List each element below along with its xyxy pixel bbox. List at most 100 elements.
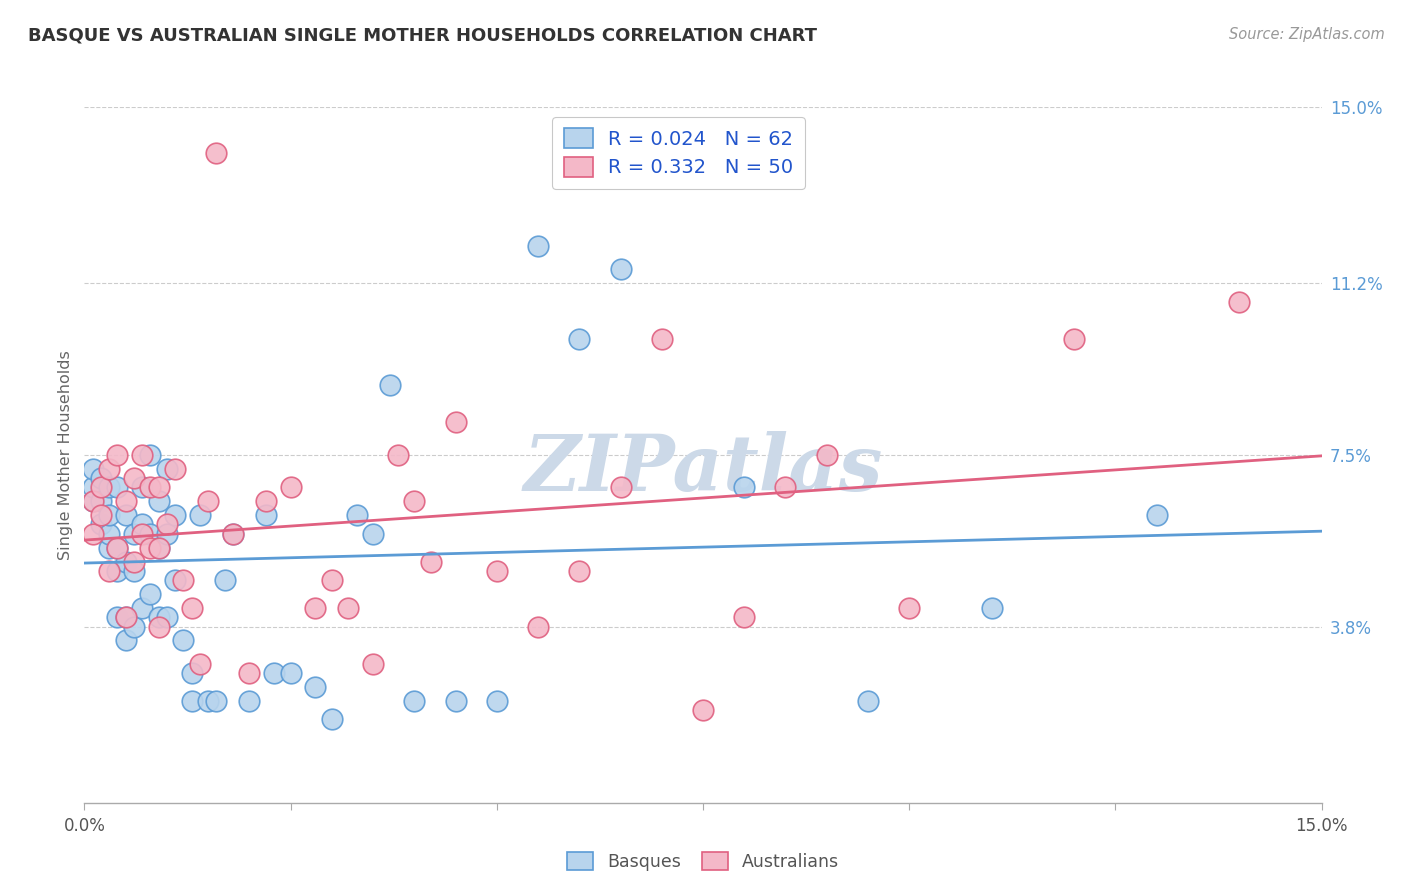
Point [197, 694, 219, 708]
Point [148, 610, 170, 624]
Point [122, 471, 145, 485]
Point [105, 564, 128, 578]
Point [609, 480, 631, 494]
Point [90, 508, 112, 523]
Point [114, 494, 136, 508]
Point [188, 508, 211, 523]
Point [361, 657, 384, 671]
Point [105, 541, 128, 555]
Point [404, 494, 426, 508]
Point [165, 462, 187, 476]
Point [122, 619, 145, 633]
Point [263, 665, 285, 680]
Point [898, 601, 921, 615]
Point [148, 541, 170, 555]
Point [98, 564, 121, 578]
Point [172, 633, 194, 648]
Point [90, 480, 112, 494]
Point [90, 494, 112, 508]
Point [156, 610, 179, 624]
Point [609, 262, 631, 277]
Point [238, 694, 260, 708]
Point [222, 526, 245, 541]
Point [188, 657, 211, 671]
Point [304, 601, 326, 615]
Point [378, 378, 401, 392]
Point [98, 526, 121, 541]
Point [139, 587, 162, 601]
Point [197, 494, 219, 508]
Point [98, 541, 121, 555]
Point [131, 448, 153, 462]
Text: Source: ZipAtlas.com: Source: ZipAtlas.com [1229, 27, 1385, 42]
Point [444, 694, 467, 708]
Point [527, 239, 550, 253]
Point [114, 610, 136, 624]
Point [131, 480, 153, 494]
Y-axis label: Single Mother Households: Single Mother Households [58, 350, 73, 560]
Point [82, 462, 104, 476]
Point [304, 680, 326, 694]
Legend: Basques, Australians: Basques, Australians [560, 845, 846, 878]
Point [156, 526, 179, 541]
Point [131, 601, 153, 615]
Point [114, 555, 136, 569]
Point [280, 480, 302, 494]
Point [156, 517, 179, 532]
Point [148, 494, 170, 508]
Point [165, 508, 187, 523]
Point [105, 448, 128, 462]
Point [321, 712, 343, 726]
Point [485, 694, 508, 708]
Point [568, 564, 591, 578]
Text: BASQUE VS AUSTRALIAN SINGLE MOTHER HOUSEHOLDS CORRELATION CHART: BASQUE VS AUSTRALIAN SINGLE MOTHER HOUSE… [28, 27, 817, 45]
Point [98, 462, 121, 476]
Point [280, 665, 302, 680]
Point [165, 573, 187, 587]
Point [346, 508, 368, 523]
Point [404, 694, 426, 708]
Point [180, 601, 202, 615]
Point [105, 610, 128, 624]
Point [980, 601, 1002, 615]
Point [122, 526, 145, 541]
Point [222, 526, 245, 541]
Point [139, 448, 162, 462]
Point [82, 494, 104, 508]
Point [775, 480, 797, 494]
Point [214, 573, 236, 587]
Point [205, 694, 228, 708]
Point [1146, 508, 1168, 523]
Point [856, 694, 879, 708]
Point [254, 494, 277, 508]
Point [90, 471, 112, 485]
Point [139, 526, 162, 541]
Point [1227, 294, 1250, 309]
Point [419, 555, 441, 569]
Point [568, 332, 591, 346]
Point [105, 541, 128, 555]
Point [148, 619, 170, 633]
Point [180, 694, 202, 708]
Point [444, 416, 467, 430]
Point [387, 448, 409, 462]
Point [156, 462, 179, 476]
Point [337, 601, 360, 615]
Point [733, 480, 755, 494]
Point [172, 573, 194, 587]
Point [139, 480, 162, 494]
Point [205, 146, 228, 161]
Point [122, 564, 145, 578]
Point [122, 555, 145, 569]
Point [1063, 332, 1085, 346]
Point [238, 665, 260, 680]
Point [114, 508, 136, 523]
Text: ZIPatlas: ZIPatlas [523, 431, 883, 507]
Point [692, 703, 714, 717]
Point [148, 541, 170, 555]
Point [105, 480, 128, 494]
Point [733, 610, 755, 624]
Point [139, 541, 162, 555]
Point [651, 332, 673, 346]
Point [254, 508, 277, 523]
